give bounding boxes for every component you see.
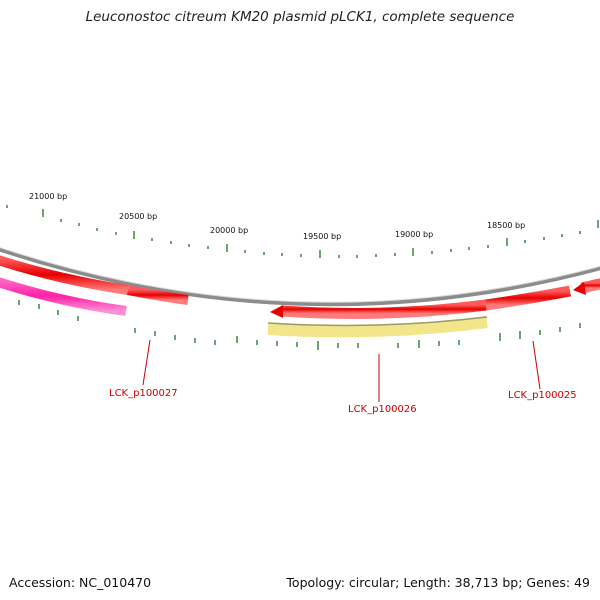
scale-label-18500: 18500 bp [487,221,525,230]
scale-label-19000: 19000 bp [395,230,433,239]
inner-scale-ticks [18,300,581,350]
gene-arrowhead-lck-p100026 [270,305,283,318]
gene-arrow-lck-p100025[interactable] [485,285,572,311]
gene-label-lck-p100025[interactable]: LCK_p100025 [508,390,577,401]
gene-arrow-lck-p100027-neighbor[interactable] [127,285,189,305]
outer-scale-ticks [6,205,599,258]
map-title: Leuconostoc citreum KM20 plasmid pLCK1, … [85,9,515,25]
gene-arrowhead-right-edge [573,282,586,295]
scale-label-20000: 20000 bp [210,226,248,235]
gene-arrow-yellow-outline [267,316,488,327]
plasmid-backbone-highlight [0,247,600,303]
gene-label-lck-p100026[interactable]: LCK_p100026 [348,404,417,415]
scale-label-21000: 21000 bp [29,192,67,201]
gene-label-lck-p100027[interactable]: LCK_p100027 [109,388,178,399]
scale-label-19500: 19500 bp [303,232,341,241]
gene-arrow-lck-p100026[interactable] [281,299,487,319]
gene-arrow-yellow[interactable] [267,316,488,338]
accession-text: Accession: NC_010470 [9,575,152,590]
topology-summary: Topology: circular; Length: 38,713 bp; G… [286,575,590,590]
leader-line-lck-p100027 [142,339,151,386]
leader-line-lck-p100025 [532,340,541,390]
plasmid-backbone [0,247,600,307]
gene-arrow-pink[interactable] [0,277,127,316]
scale-label-20500: 20500 bp [119,212,157,221]
gene-arrow-left-edge[interactable] [0,255,129,295]
